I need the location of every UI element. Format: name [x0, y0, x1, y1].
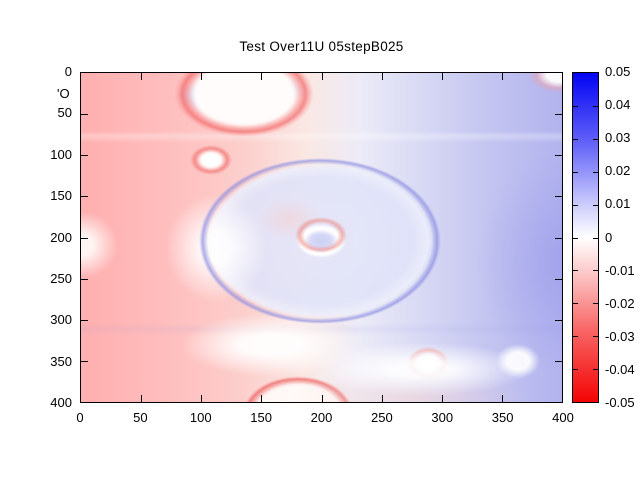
x-tick-mark	[201, 395, 203, 402]
colorbar-tick-mark	[573, 369, 578, 371]
x-tick-mark	[441, 395, 443, 402]
y-tick-mark	[555, 237, 562, 239]
key-label: 'O	[57, 86, 70, 101]
y-tick-mark	[555, 155, 562, 157]
colorbar-tick-mark	[593, 171, 598, 173]
y-tick-label: 100	[50, 146, 72, 162]
colorbar-tick-mark	[573, 105, 578, 107]
x-tick-mark	[141, 73, 143, 80]
x-tick-mark	[501, 73, 503, 80]
x-tick-mark	[141, 395, 143, 402]
colorbar-tick-label: -0.02	[605, 295, 635, 311]
colorbar-tick-mark	[573, 336, 578, 338]
y-tick-label: 350	[50, 353, 72, 369]
colorbar-tick-label: -0.01	[605, 262, 635, 278]
heatmap-image	[81, 73, 562, 402]
chart-title: Test Over11U 05stepB025	[239, 39, 404, 54]
colorbar-tick-label: 0	[605, 229, 613, 245]
y-tick-mark	[81, 319, 88, 321]
plot-area	[80, 72, 563, 403]
y-tick-mark	[81, 114, 88, 116]
colorbar-tick-mark	[593, 204, 598, 206]
colorbar-tick-mark	[573, 171, 578, 173]
y-tick-mark	[81, 278, 88, 280]
x-tick-label: 250	[371, 410, 393, 425]
colorbar-tick-mark	[593, 270, 598, 272]
x-tick-label: 0	[76, 410, 84, 425]
colorbar-tick-mark	[573, 237, 578, 239]
x-tick-label: 150	[250, 410, 272, 425]
colorbar-tick-label: -0.03	[605, 328, 635, 344]
y-tick-label: 50	[57, 105, 72, 121]
colorbar-tick-mark	[593, 237, 598, 239]
colorbar-tick-mark	[573, 204, 578, 206]
y-tick-mark	[555, 278, 562, 280]
y-tick-label: 400	[50, 395, 72, 410]
y-tick-label: 250	[50, 270, 72, 286]
x-tick-label: 350	[491, 410, 514, 425]
x-tick-mark	[261, 395, 263, 402]
colorbar-tick-label: -0.04	[605, 361, 635, 377]
y-tick-mark	[81, 196, 88, 198]
x-tick-label: 300	[431, 410, 454, 425]
colorbar-tick-mark	[593, 369, 598, 371]
y-tick-mark	[555, 360, 562, 362]
y-tick-mark	[555, 196, 562, 198]
x-tick-mark	[381, 73, 383, 80]
x-tick-mark	[381, 395, 383, 402]
y-tick-label: 200	[50, 229, 72, 245]
x-tick-label: 200	[310, 410, 333, 425]
colorbar-tick-label: -0.05	[605, 395, 635, 410]
colorbar-tick-mark	[573, 303, 578, 305]
y-tick-label: 0	[64, 64, 72, 79]
y-tick-label: 150	[50, 188, 72, 204]
y-tick-mark	[555, 319, 562, 321]
y-tick-label: 300	[50, 312, 72, 328]
x-tick-mark	[321, 73, 323, 80]
colorbar-tick-label: 0.01	[605, 196, 631, 212]
y-tick-mark	[81, 155, 88, 157]
y-tick-mark	[81, 237, 88, 239]
colorbar	[572, 72, 599, 403]
colorbar-tick-mark	[573, 270, 578, 272]
x-tick-label: 400	[552, 410, 574, 425]
colorbar-tick-label: 0.02	[605, 163, 631, 179]
colorbar-tick-mark	[593, 336, 598, 338]
x-tick-label: 50	[133, 410, 148, 425]
colorbar-tick-mark	[573, 138, 578, 140]
x-tick-label: 100	[189, 410, 212, 425]
colorbar-tick-mark	[593, 105, 598, 107]
colorbar-tick-label: 0.05	[605, 64, 631, 79]
colorbar-tick-label: 0.04	[605, 97, 631, 113]
colorbar-tick-label: 0.03	[605, 130, 631, 146]
x-tick-mark	[501, 395, 503, 402]
x-tick-mark	[441, 73, 443, 80]
y-tick-mark	[555, 114, 562, 116]
y-tick-mark	[81, 360, 88, 362]
colorbar-tick-mark	[593, 138, 598, 140]
x-tick-mark	[201, 73, 203, 80]
x-tick-mark	[321, 395, 323, 402]
colorbar-tick-mark	[593, 303, 598, 305]
x-tick-mark	[261, 73, 263, 80]
